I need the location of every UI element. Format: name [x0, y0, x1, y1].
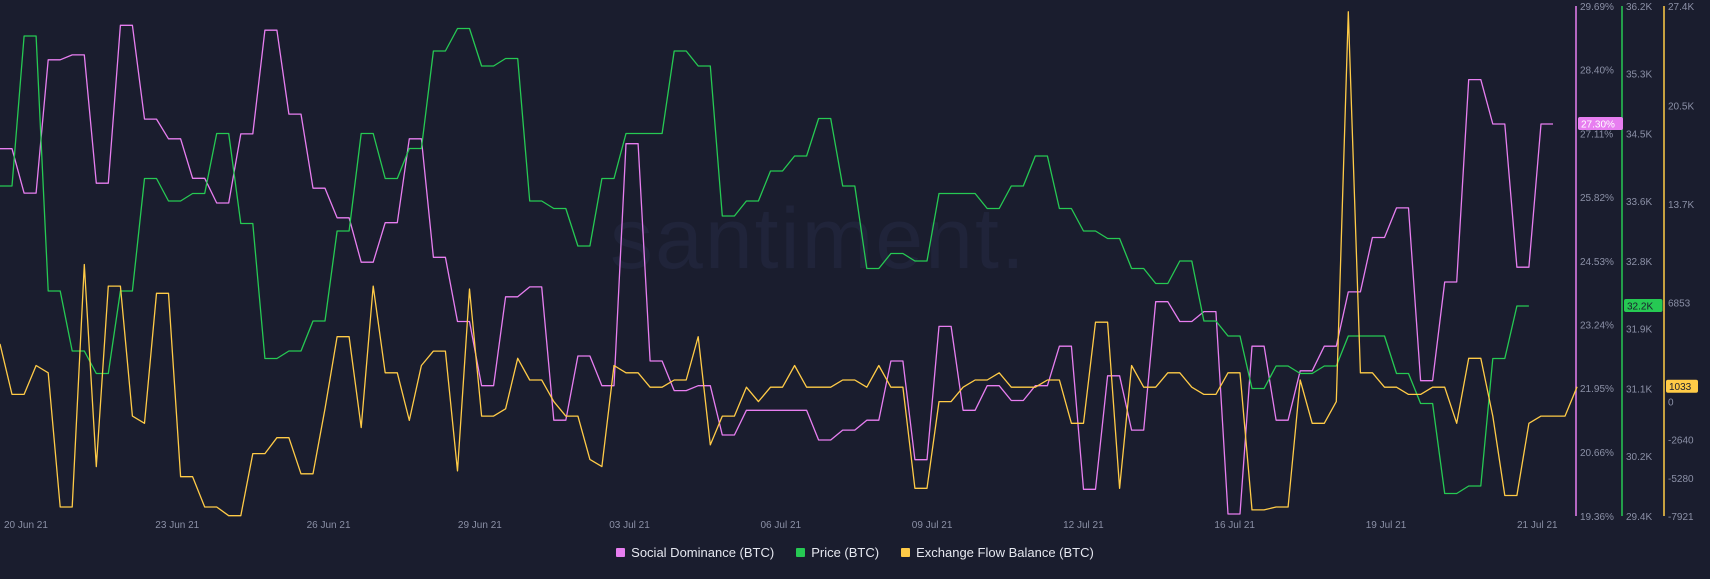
legend-item-price[interactable]: Price (BTC)	[796, 545, 879, 560]
legend-swatch-social-dominance	[616, 548, 626, 557]
x-tick-4: 03 Jul 21	[609, 520, 650, 531]
y-tick-social_dominance-2: 27.11%	[1580, 129, 1613, 140]
y-tick-price-1: 35.3K	[1626, 70, 1652, 81]
y-tick-social_dominance-8: 19.36%	[1580, 512, 1614, 523]
legend-swatch-exchange-flow	[901, 548, 911, 557]
y-tick-price-2: 34.5K	[1626, 130, 1652, 141]
x-tick-5: 06 Jul 21	[761, 520, 802, 531]
x-tick-10: 21 Jul 21	[1517, 520, 1558, 531]
current-badge-exchange_flow: 1033	[1669, 382, 1692, 393]
y-tick-exchange_flow-6: -5280	[1668, 474, 1694, 485]
x-tick-8: 16 Jul 21	[1214, 520, 1255, 531]
y-tick-exchange_flow-3: 6853	[1668, 299, 1691, 310]
y-tick-exchange_flow-2: 13.7K	[1668, 200, 1694, 211]
x-tick-7: 12 Jul 21	[1063, 520, 1104, 531]
current-badge-bg-social_dominance	[1578, 116, 1623, 130]
y-tick-social_dominance-0: 29.69%	[1580, 2, 1614, 13]
y-tick-price-0: 36.2K	[1626, 2, 1652, 13]
legend-label-price: Price (BTC)	[811, 545, 880, 560]
y-tick-exchange_flow-1: 20.5K	[1668, 102, 1694, 113]
x-tick-2: 26 Jun 21	[307, 520, 351, 531]
y-tick-social_dominance-1: 28.40%	[1580, 66, 1614, 77]
series-line-price[interactable]	[0, 27, 1529, 495]
y-tick-price-5: 31.9K	[1626, 325, 1652, 336]
y-tick-price-3: 33.6K	[1626, 197, 1652, 208]
y-tick-price-7: 30.2K	[1626, 452, 1652, 463]
y-tick-exchange_flow-7: -7921	[1668, 512, 1694, 523]
current-badge-bg-exchange_flow	[1666, 379, 1698, 393]
y-tick-social_dominance-6: 21.95%	[1580, 384, 1614, 395]
y-tick-exchange_flow-4: 0	[1668, 398, 1674, 409]
y-tick-price-4: 32.8K	[1626, 257, 1652, 268]
legend: Social Dominance (BTC) Price (BTC) Excha…	[0, 545, 1710, 560]
current-badge-price: 32.2K	[1627, 302, 1653, 313]
current-badge-social_dominance: 27.30%	[1581, 119, 1615, 130]
x-tick-0: 20 Jun 21	[4, 520, 48, 531]
y-tick-social_dominance-4: 24.53%	[1580, 257, 1614, 268]
series-line-exchange_flow[interactable]	[0, 11, 1578, 517]
y-tick-price-8: 29.4K	[1626, 512, 1652, 523]
x-tick-3: 29 Jun 21	[458, 520, 502, 531]
series-line-social_dominance[interactable]	[0, 24, 1553, 515]
y-tick-price-6: 31.1K	[1626, 385, 1652, 396]
legend-label-exchange-flow: Exchange Flow Balance (BTC)	[916, 545, 1094, 560]
x-tick-9: 19 Jul 21	[1366, 520, 1407, 531]
y-tick-social_dominance-5: 23.24%	[1580, 320, 1614, 331]
watermark: santiment.	[610, 191, 1027, 287]
current-badge-bg-price	[1624, 299, 1663, 312]
legend-label-social-dominance: Social Dominance (BTC)	[631, 545, 775, 560]
y-tick-exchange_flow-0: 27.4K	[1668, 2, 1694, 13]
x-tick-1: 23 Jun 21	[155, 520, 199, 531]
y-tick-social_dominance-3: 25.82%	[1580, 193, 1614, 204]
legend-swatch-price	[796, 548, 806, 557]
y-tick-exchange_flow-5: -2640	[1668, 436, 1694, 447]
x-tick-6: 09 Jul 21	[912, 520, 953, 531]
y-tick-social_dominance-7: 20.66%	[1580, 448, 1614, 459]
legend-item-exchange-flow[interactable]: Exchange Flow Balance (BTC)	[901, 545, 1094, 560]
legend-item-social-dominance[interactable]: Social Dominance (BTC)	[616, 545, 774, 560]
